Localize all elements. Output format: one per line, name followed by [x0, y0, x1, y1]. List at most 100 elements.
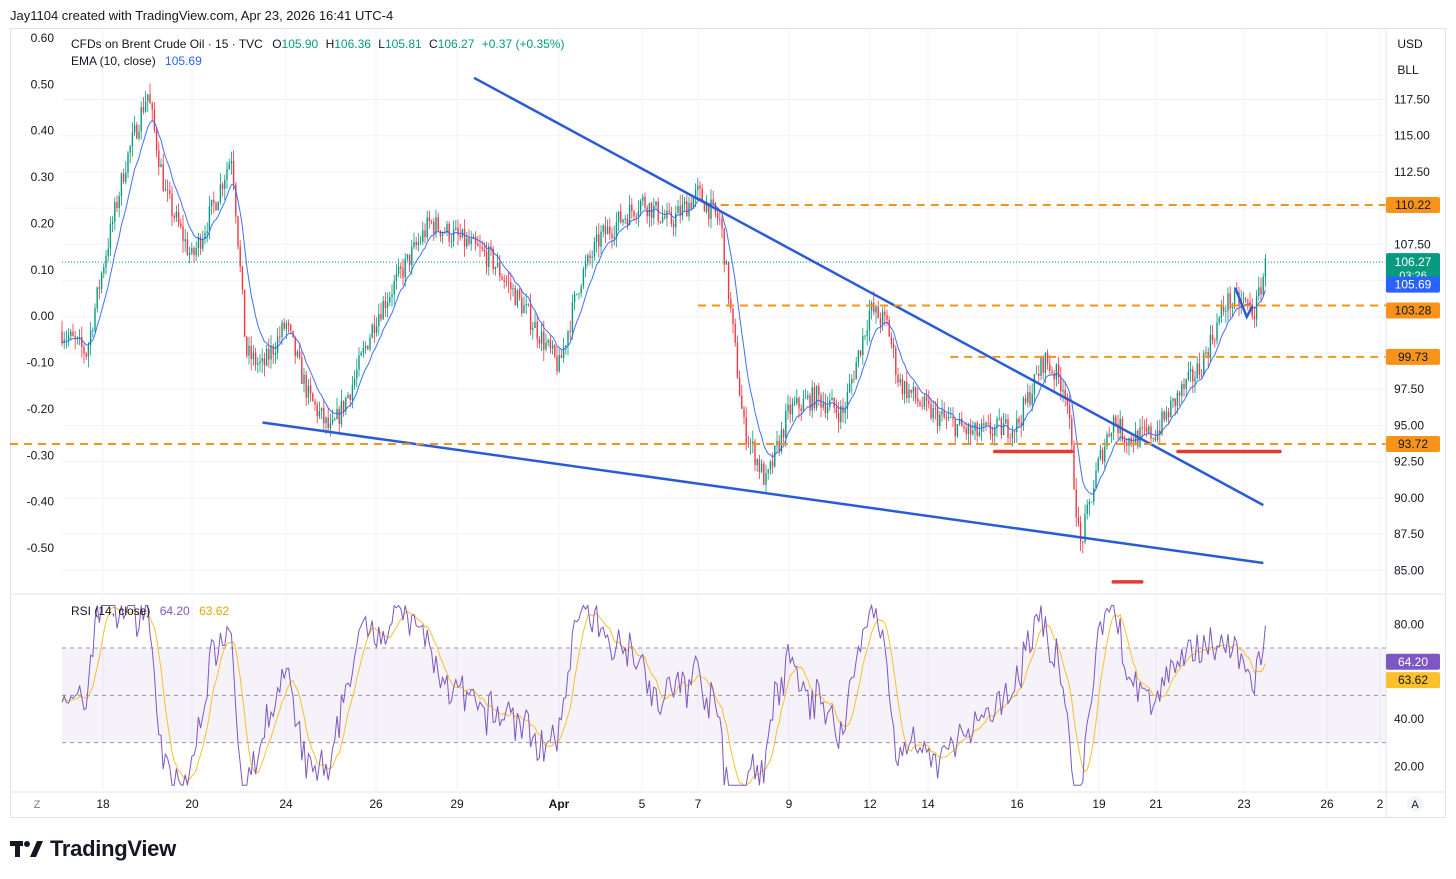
candle-body [232, 160, 235, 185]
candle-body [793, 403, 796, 405]
candle-body [1233, 291, 1236, 306]
candle-body [389, 296, 391, 303]
candle-body [1134, 430, 1137, 446]
candle-body [318, 411, 321, 417]
rsi-line [61, 603, 1266, 786]
candle-body [1031, 394, 1033, 405]
candle-body [769, 461, 772, 470]
candle-body [283, 322, 285, 329]
candle-body [1211, 334, 1214, 341]
legend-l-label: L [378, 37, 385, 51]
time-axis-tick: 12 [863, 797, 877, 811]
candle-body [415, 242, 417, 246]
candle-body [1244, 298, 1247, 301]
tradingview-logo-icon [10, 841, 43, 857]
badge-103-28-bg [1386, 302, 1440, 319]
candle-body [1205, 352, 1207, 354]
candle-body [901, 379, 904, 395]
candle-body [184, 239, 186, 242]
candle-body [477, 243, 479, 246]
candle-body [910, 389, 912, 393]
candle-body [545, 342, 547, 350]
candle-body [98, 287, 101, 289]
candle-body [1143, 427, 1146, 429]
price-axis-tick: 107.50 [1394, 237, 1431, 251]
candle-body [441, 232, 444, 237]
candle-body [206, 231, 208, 233]
candle-body [171, 194, 173, 216]
candle-body [789, 404, 791, 415]
candle-body [307, 385, 310, 398]
candle-body [919, 402, 921, 406]
candle-body [507, 281, 510, 283]
candle-body [727, 261, 730, 300]
candle-body [285, 323, 288, 329]
candle-body [567, 331, 569, 346]
unit-label[interactable]: BLL [1397, 63, 1419, 77]
candle-body [362, 348, 365, 353]
time-axis-tick: Apr [549, 797, 570, 811]
candle-body [560, 355, 563, 358]
candle-body [1194, 378, 1196, 382]
candle-body [881, 311, 884, 325]
candle-body [732, 308, 734, 324]
candle-body [1082, 541, 1084, 543]
auto-scale-button[interactable] [1407, 796, 1423, 812]
candle-body [272, 346, 274, 355]
candle-body [177, 211, 180, 224]
candle-body [776, 440, 778, 446]
candle-body [303, 374, 305, 384]
candle-body [565, 345, 567, 348]
candle-body [1055, 364, 1058, 380]
legend-c-value: 106.27 [438, 37, 475, 51]
badge-99-73-bg [1386, 348, 1440, 365]
candle-body [536, 321, 538, 340]
legend-c-label: C [429, 37, 438, 51]
candle-body [375, 326, 378, 333]
candle-body [228, 163, 230, 170]
rsi-legend-ma-value: 63.62 [199, 604, 229, 618]
time-axis-tick: 5 [639, 797, 646, 811]
candle-body [1068, 405, 1071, 419]
candle-body [470, 238, 472, 244]
candle-body [89, 330, 92, 346]
candle-body [525, 304, 527, 306]
candle-body [1203, 353, 1205, 376]
candle-body [1247, 300, 1249, 302]
candle-body [787, 404, 789, 412]
candle-body [518, 290, 521, 298]
candle-body [160, 164, 162, 168]
candle-body [254, 352, 257, 365]
candle-body [1084, 514, 1086, 543]
badge-rsi-ma-bg [1386, 672, 1440, 689]
timezone-toggle[interactable]: Z [34, 799, 41, 811]
svg-text:EMA (10, close) 105.69: EMA (10, close) 105.69 [71, 54, 202, 68]
candle-body [1172, 398, 1174, 402]
candle-body [620, 211, 622, 223]
candle-body [613, 236, 615, 238]
time-axis-tick: 7 [695, 797, 702, 811]
candle-body [158, 150, 160, 168]
candle-body [202, 239, 204, 249]
candle-body [771, 461, 774, 467]
candle-body [1040, 357, 1042, 376]
currency-label[interactable]: USD [1397, 37, 1423, 51]
candle-body [985, 422, 987, 426]
legend-o-label: O [272, 37, 281, 51]
candle-body [925, 396, 928, 401]
candle-body [725, 261, 728, 265]
candle-body [356, 369, 358, 379]
candle-body [562, 347, 565, 358]
candle-body [842, 406, 844, 414]
candle-body [175, 211, 178, 218]
candle-body [382, 300, 384, 320]
candle-body [890, 336, 893, 345]
candle-body [510, 282, 512, 290]
candle-body [276, 336, 279, 353]
candle-body [1176, 392, 1179, 407]
candle-body [1060, 377, 1062, 392]
candle-body [230, 160, 233, 164]
candle-body [501, 276, 503, 280]
candle-body [989, 422, 992, 434]
